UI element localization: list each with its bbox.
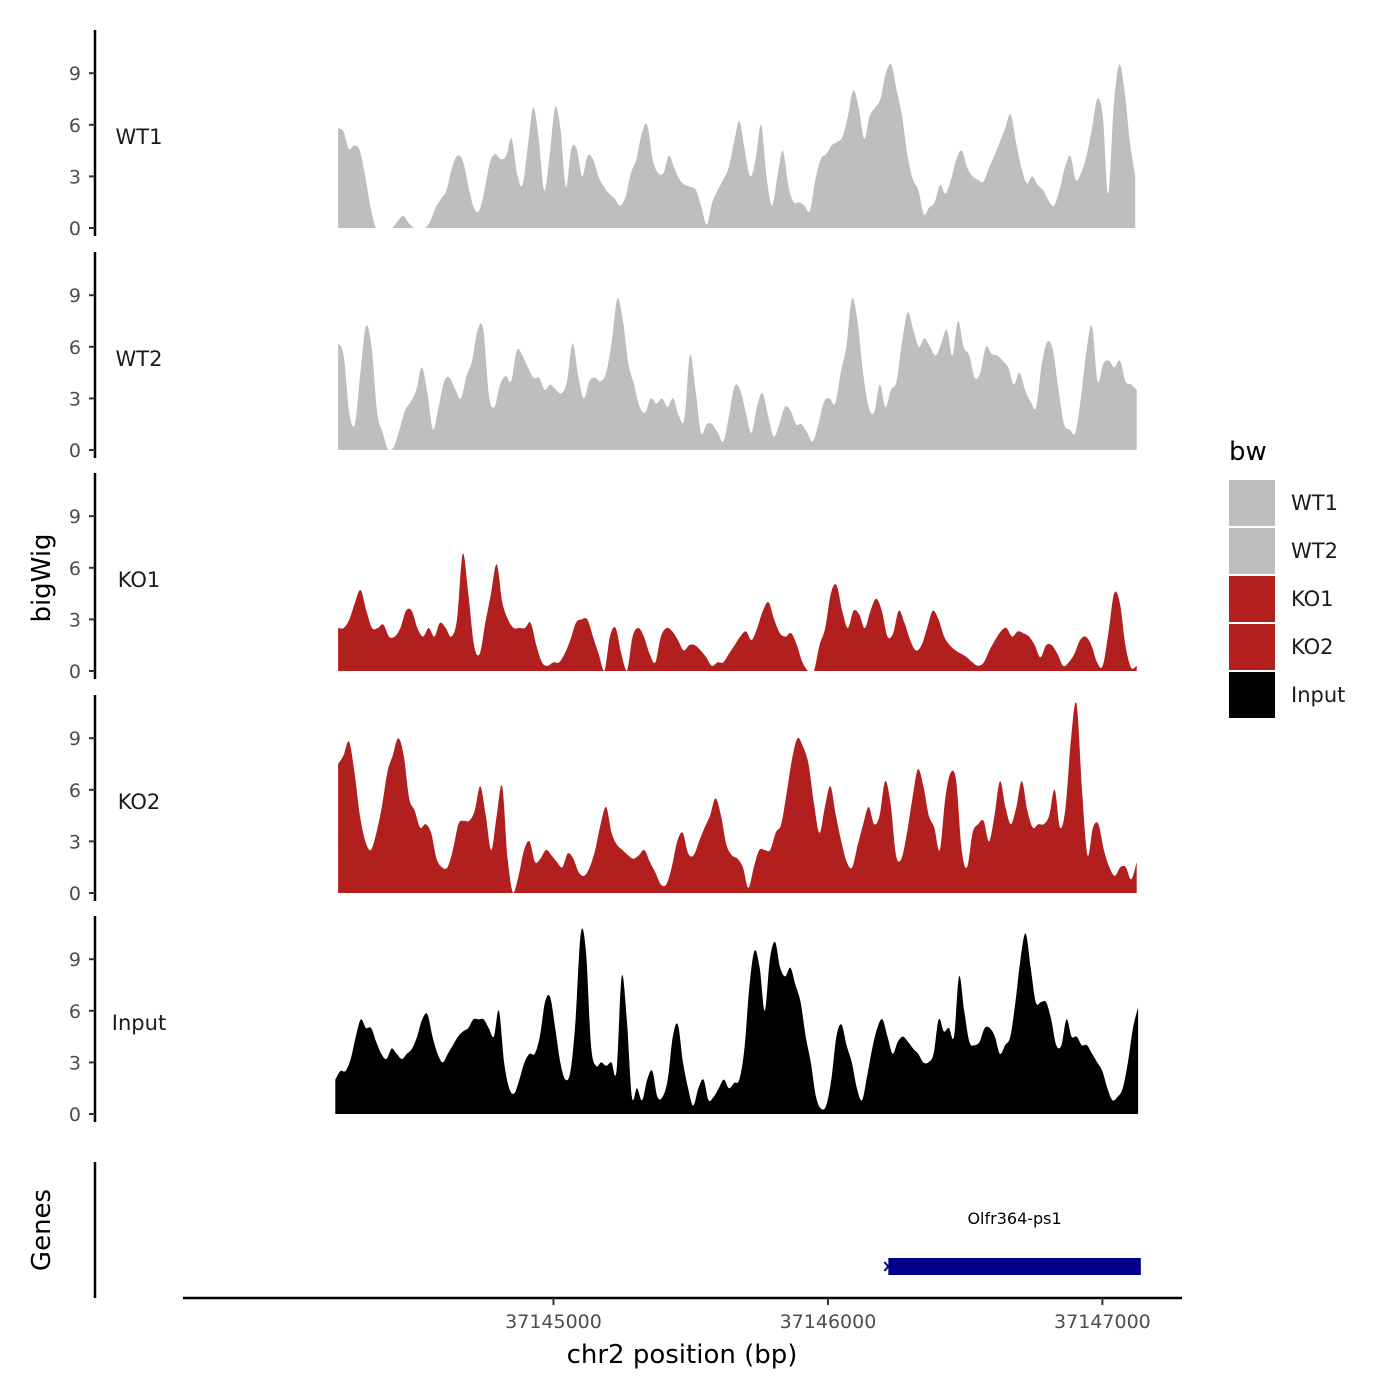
y-tick-label-ko2-0: 0 [69,883,81,905]
y-tick-label-wt1-6: 6 [69,115,81,137]
track-panel-ko2: 0 3 6 9 KO2 [69,695,1137,905]
y-tick-label-wt2-9: 9 [69,285,81,307]
y-tick-label-ko1-6: 6 [69,558,81,580]
y-tick-label-input-6: 6 [69,1001,81,1023]
x-tick-label-37146000: 37146000 [780,1311,877,1333]
y-tick-label-ko2-3: 3 [69,831,81,853]
legend-swatch-ko2 [1229,624,1275,670]
x-axis: 37145000 37146000 37147000 chr2 position (… [183,1296,1182,1370]
y-tick-label-wt2-3: 3 [69,388,81,410]
legend-label-input: Input [1291,683,1345,707]
legend-swatch-wt1 [1229,480,1275,526]
legend: bw WT1 WT2 KO1 KO2 Input [1229,437,1345,718]
track-panel-wt2: 0 3 6 9 WT2 [69,252,1137,462]
y-tick-label-ko1-0: 0 [69,661,81,683]
y-tick-label-input-0: 0 [69,1104,81,1126]
y-tick-label-ko1-9: 9 [69,506,81,528]
gene-strand-marker-0 [883,1261,894,1272]
y-tick-label-input-9: 9 [69,949,81,971]
legend-items: WT1 WT2 KO1 KO2 Input [1229,480,1345,718]
y-tick-label-wt1-9: 9 [69,63,81,85]
y-tick-label-ko1-3: 3 [69,609,81,631]
legend-label-ko2: KO2 [1291,635,1334,659]
x-tick-label-37145000: 37145000 [505,1311,602,1333]
y-tick-label-wt1-3: 3 [69,166,81,188]
track-label-input: Input [112,1011,166,1035]
track-panel-wt1: 0 3 6 9 WT1 [69,30,1136,240]
coverage-area-ko1 [338,553,1137,671]
genes-axis-title: Genes [27,1189,57,1271]
y-tick-label-ko2-6: 6 [69,780,81,802]
coverage-area-ko2 [338,702,1137,893]
track-label-ko1: KO1 [118,568,161,592]
gene-label-0: Olfr364-ps1 [967,1209,1061,1228]
legend-label-wt1: WT1 [1291,491,1338,515]
x-tick-label-37147000: 37147000 [1054,1311,1151,1333]
track-label-wt1: WT1 [116,125,163,149]
legend-label-wt2: WT2 [1291,539,1338,563]
y-tick-label-ko2-9: 9 [69,728,81,750]
coverage-area-wt1 [338,63,1136,228]
track-label-ko2: KO2 [118,790,161,814]
track-label-wt2: WT2 [116,347,163,371]
legend-title: bw [1229,437,1267,467]
legend-swatch-wt2 [1229,528,1275,574]
legend-swatch-ko1 [1229,576,1275,622]
y-tick-label-wt2-0: 0 [69,440,81,462]
track-panel-ko1: 0 3 6 9 KO1 [69,473,1137,683]
x-ticks: 37145000 37146000 37147000 [505,1298,1151,1333]
y-tick-label-wt2-6: 6 [69,337,81,359]
y-tick-label-wt1-0: 0 [69,218,81,240]
genes-layer: Olfr364-ps1 [883,1209,1141,1275]
coverage-area-wt2 [338,297,1137,450]
gene-body-0 [888,1258,1141,1275]
legend-label-ko1: KO1 [1291,587,1334,611]
genes-panel: Genes Olfr364-ps1 [27,1162,1141,1298]
track-panel-input: 0 3 6 9 Input [69,916,1139,1126]
x-axis-title: chr2 position (bp) [567,1340,798,1370]
y-axis-title: bigWig [27,533,57,622]
y-tick-label-input-3: 3 [69,1052,81,1074]
legend-swatch-input [1229,672,1275,718]
coverage-area-input [335,928,1139,1114]
